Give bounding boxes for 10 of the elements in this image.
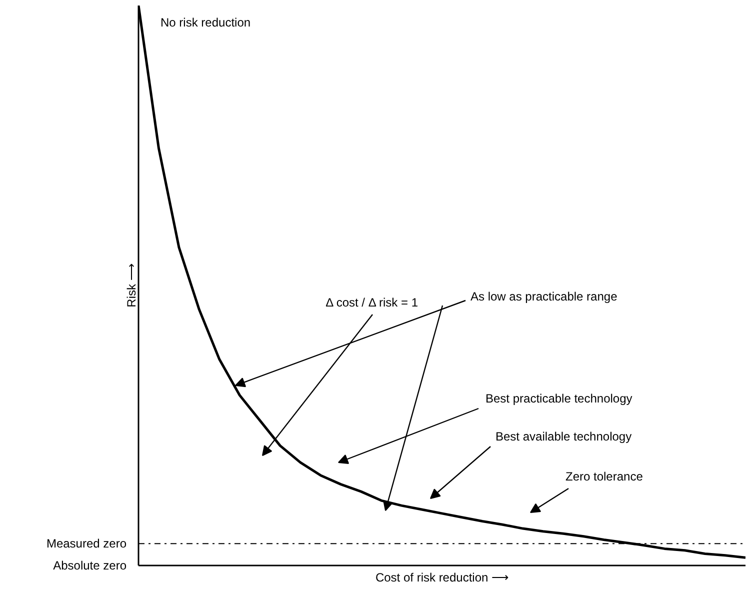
- y-axis-title: Risk ⟶: [124, 264, 138, 308]
- annotation: No risk reduction: [160, 16, 251, 30]
- annotation: Best available technology: [496, 430, 632, 444]
- annotation: As low as practicable range: [470, 290, 618, 304]
- ref-line-label: Measured zero: [46, 536, 127, 551]
- x-axis-title: Cost of risk reduction ⟶: [375, 570, 509, 584]
- ref-line-label: Absolute zero: [53, 558, 127, 572]
- annotation: Zero tolerance: [566, 470, 644, 484]
- annotation: Δ cost / Δ risk = 1: [326, 296, 418, 310]
- annotation: Best practicable technology: [486, 392, 632, 406]
